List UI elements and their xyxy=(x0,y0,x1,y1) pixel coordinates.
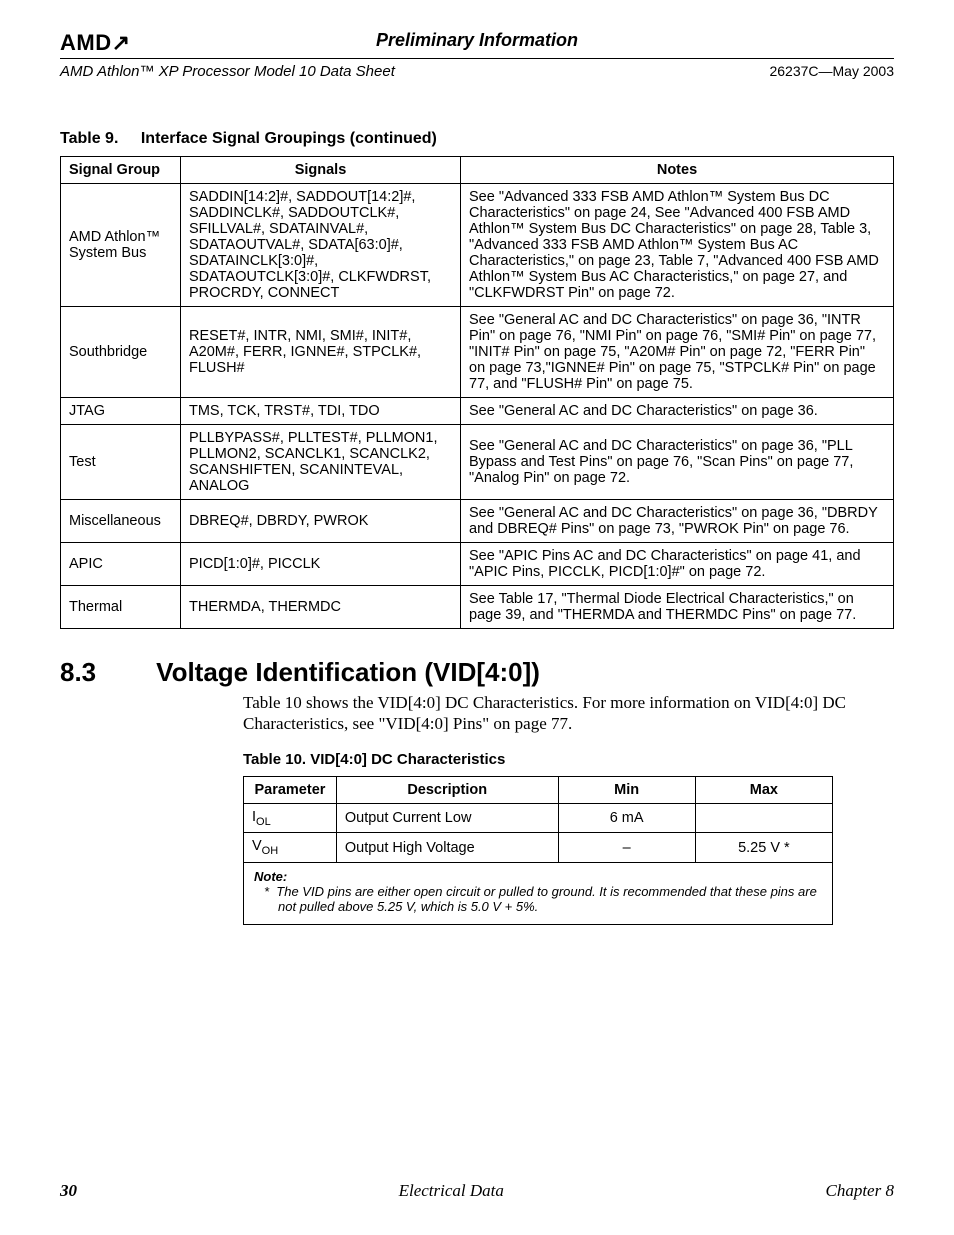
cell-notes: See "General AC and DC Characteristics" … xyxy=(461,500,894,543)
page-number: 30 xyxy=(60,1181,77,1201)
cell-group: AMD Athlon™ System Bus xyxy=(61,184,181,307)
table9-caption-title: Interface Signal Groupings (continued) xyxy=(141,130,437,147)
cell-notes: See "General AC and DC Characteristics" … xyxy=(461,425,894,500)
table-row: Southbridge RESET#, INTR, NMI, SMI#, INI… xyxy=(61,307,894,398)
th-description: Description xyxy=(336,776,558,803)
th-signals: Signals xyxy=(181,157,461,184)
th-signal-group: Signal Group xyxy=(61,157,181,184)
cell-group: APIC xyxy=(61,543,181,586)
doc-title: AMD Athlon™ XP Processor Model 10 Data S… xyxy=(60,63,395,80)
th-max: Max xyxy=(695,776,832,803)
table-note-row: Note: * The VID pins are either open cir… xyxy=(244,863,833,925)
cell-param: IOL xyxy=(244,803,337,833)
cell-group: Southbridge xyxy=(61,307,181,398)
cell-notes: See "General AC and DC Characteristics" … xyxy=(461,307,894,398)
table-row: Thermal THERMDA, THERMDC See Table 17, "… xyxy=(61,586,894,629)
cell-signals: TMS, TCK, TRST#, TDI, TDO xyxy=(181,398,461,425)
param-sub: OL xyxy=(256,815,271,827)
table-row: Test PLLBYPASS#, PLLTEST#, PLLMON1, PLLM… xyxy=(61,425,894,500)
cell-signals: RESET#, INTR, NMI, SMI#, INIT#, A20M#, F… xyxy=(181,307,461,398)
note-cell: Note: * The VID pins are either open cir… xyxy=(244,863,833,925)
doc-id: 26237C—May 2003 xyxy=(769,63,894,80)
cell-group: Miscellaneous xyxy=(61,500,181,543)
footer-center: Electrical Data xyxy=(399,1181,504,1201)
table-row: APIC PICD[1:0]#, PICCLK See "APIC Pins A… xyxy=(61,543,894,586)
th-notes: Notes xyxy=(461,157,894,184)
section-body: Table 10 shows the VID[4:0] DC Character… xyxy=(243,692,894,735)
cell-signals: PICD[1:0]#, PICCLK xyxy=(181,543,461,586)
table-row: VOH Output High Voltage – 5.25 V * xyxy=(244,833,833,863)
th-parameter: Parameter xyxy=(244,776,337,803)
note-label: Note: xyxy=(254,869,287,884)
cell-notes: See Table 17, "Thermal Diode Electrical … xyxy=(461,586,894,629)
cell-signals: PLLBYPASS#, PLLTEST#, PLLMON1, PLLMON2, … xyxy=(181,425,461,500)
page-header: AMD↗ Preliminary Information xyxy=(60,30,894,59)
page-footer: 30 Electrical Data Chapter 8 xyxy=(60,1181,894,1201)
sub-header: AMD Athlon™ XP Processor Model 10 Data S… xyxy=(60,63,894,80)
cell-param: VOH xyxy=(244,833,337,863)
section-number: 8.3 xyxy=(60,657,96,688)
cell-signals: THERMDA, THERMDC xyxy=(181,586,461,629)
logo-arrow-icon: ↗ xyxy=(112,30,131,55)
cell-notes: See "General AC and DC Characteristics" … xyxy=(461,398,894,425)
cell-signals: SADDIN[14:2]#, SADDOUT[14:2]#, SADDINCLK… xyxy=(181,184,461,307)
section-heading: 8.3 Voltage Identification (VID[4:0]) xyxy=(60,657,894,688)
cell-desc: Output High Voltage xyxy=(336,833,558,863)
note-text: The VID pins are either open circuit or … xyxy=(276,884,817,914)
table-header-row: Signal Group Signals Notes xyxy=(61,157,894,184)
cell-min: 6 mA xyxy=(558,803,695,833)
table9: Signal Group Signals Notes AMD Athlon™ S… xyxy=(60,156,894,629)
amd-logo: AMD↗ xyxy=(60,30,131,56)
table10-caption: Table 10. VID[4:0] DC Characteristics xyxy=(243,751,894,768)
table9-caption-num: Table 9. xyxy=(60,130,118,147)
param-sub: OH xyxy=(262,845,279,857)
table-row: IOL Output Current Low 6 mA xyxy=(244,803,833,833)
table-row: AMD Athlon™ System Bus SADDIN[14:2]#, SA… xyxy=(61,184,894,307)
footer-chapter: Chapter 8 xyxy=(826,1181,894,1201)
cell-group: Thermal xyxy=(61,586,181,629)
logo-text: AMD xyxy=(60,30,112,55)
param-base: V xyxy=(252,838,262,854)
cell-signals: DBREQ#, DBRDY, PWROK xyxy=(181,500,461,543)
cell-group: Test xyxy=(61,425,181,500)
table10: Parameter Description Min Max IOL Output… xyxy=(243,776,833,926)
cell-notes: See "APIC Pins AC and DC Characteristics… xyxy=(461,543,894,586)
cell-max: 5.25 V * xyxy=(695,833,832,863)
cell-notes: See "Advanced 333 FSB AMD Athlon™ System… xyxy=(461,184,894,307)
table-header-row: Parameter Description Min Max xyxy=(244,776,833,803)
section-title: Voltage Identification (VID[4:0]) xyxy=(156,657,540,688)
table-row: Miscellaneous DBREQ#, DBRDY, PWROK See "… xyxy=(61,500,894,543)
table9-caption: Table 9. Interface Signal Groupings (con… xyxy=(60,130,894,148)
header-center-title: Preliminary Information xyxy=(376,30,578,51)
table-row: JTAG TMS, TCK, TRST#, TDI, TDO See "Gene… xyxy=(61,398,894,425)
cell-group: JTAG xyxy=(61,398,181,425)
cell-min: – xyxy=(558,833,695,863)
cell-max xyxy=(695,803,832,833)
note-body: * The VID pins are either open circuit o… xyxy=(278,884,822,914)
cell-desc: Output Current Low xyxy=(336,803,558,833)
th-min: Min xyxy=(558,776,695,803)
note-marker: * xyxy=(264,884,269,899)
